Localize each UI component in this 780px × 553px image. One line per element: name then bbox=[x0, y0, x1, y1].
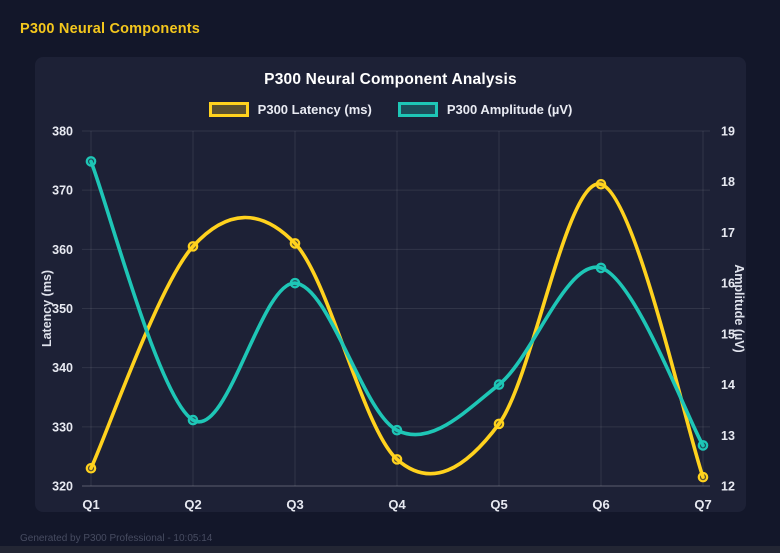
data-point[interactable] bbox=[493, 379, 505, 390]
left-tick-label: 320 bbox=[52, 480, 73, 494]
x-tick-label: Q1 bbox=[82, 497, 99, 512]
right-tick-label: 18 bbox=[721, 175, 735, 189]
chart-title: P300 Neural Component Analysis bbox=[264, 71, 517, 88]
right-tick-label: 15 bbox=[721, 327, 735, 341]
footer-status: Generated by P300 Professional - 10:05:1… bbox=[20, 533, 213, 544]
left-tick-label: 380 bbox=[52, 125, 73, 139]
left-tick-label: 340 bbox=[52, 361, 73, 375]
data-point[interactable] bbox=[391, 424, 403, 436]
series-line bbox=[89, 159, 705, 448]
legend-label-amplitude: P300 Amplitude (µV) bbox=[446, 102, 573, 117]
right-tick-label: 13 bbox=[721, 429, 735, 443]
chart-legend: P300 Latency (ms) P300 Amplitude (µV) bbox=[35, 102, 746, 117]
chart-canvas: 320 330 340 350 360 370 380 12 13 14 15 16 17 18 19 Q1 Q… bbox=[40, 125, 746, 513]
x-tick-label: Q6 bbox=[592, 497, 609, 512]
right-axis-title: Amplitude (µV) bbox=[732, 264, 746, 352]
chart-card: 320 330 340 350 360 370 380 12 13 14 15 16 17 18 19 Q1 Q… bbox=[35, 57, 746, 512]
latency-swatch-icon bbox=[208, 102, 249, 117]
amplitude-swatch-icon bbox=[397, 102, 438, 117]
right-tick-label: 12 bbox=[721, 480, 735, 494]
data-point[interactable] bbox=[289, 238, 301, 249]
legend-item-latency[interactable]: P300 Latency (ms) bbox=[208, 102, 372, 117]
legend-item-amplitude[interactable]: P300 Amplitude (µV) bbox=[397, 102, 573, 117]
data-point[interactable] bbox=[289, 277, 301, 289]
right-tick-label: 14 bbox=[721, 378, 735, 392]
right-tick-label: 17 bbox=[721, 226, 735, 240]
data-point[interactable] bbox=[85, 156, 97, 167]
left-tick-label: 370 bbox=[52, 184, 73, 198]
statusbar-strip bbox=[0, 546, 780, 553]
data-point[interactable] bbox=[85, 462, 97, 474]
data-point[interactable] bbox=[697, 471, 709, 483]
data-point[interactable] bbox=[595, 262, 607, 274]
left-tick-label: 350 bbox=[52, 302, 73, 316]
page-title: P300 Neural Components bbox=[20, 21, 201, 37]
x-tick-label: Q3 bbox=[286, 497, 303, 512]
left-axis-title: Latency (ms) bbox=[40, 270, 54, 347]
right-tick-label: 16 bbox=[721, 277, 735, 291]
left-tick-label: 330 bbox=[52, 420, 73, 434]
data-point[interactable] bbox=[391, 454, 403, 465]
x-tick-label: Q2 bbox=[184, 497, 201, 512]
right-tick-label: 19 bbox=[721, 125, 735, 139]
data-point[interactable] bbox=[187, 241, 199, 252]
legend-label-latency: P300 Latency (ms) bbox=[257, 102, 372, 117]
data-point[interactable] bbox=[595, 178, 607, 190]
x-tick-label: Q7 bbox=[694, 497, 711, 512]
left-tick-label: 360 bbox=[52, 243, 73, 257]
series-line bbox=[89, 182, 705, 479]
x-tick-label: Q4 bbox=[388, 497, 406, 512]
x-tick-label: Q5 bbox=[490, 497, 507, 512]
data-point[interactable] bbox=[187, 414, 199, 426]
data-point[interactable] bbox=[493, 418, 505, 430]
data-point[interactable] bbox=[697, 440, 709, 451]
